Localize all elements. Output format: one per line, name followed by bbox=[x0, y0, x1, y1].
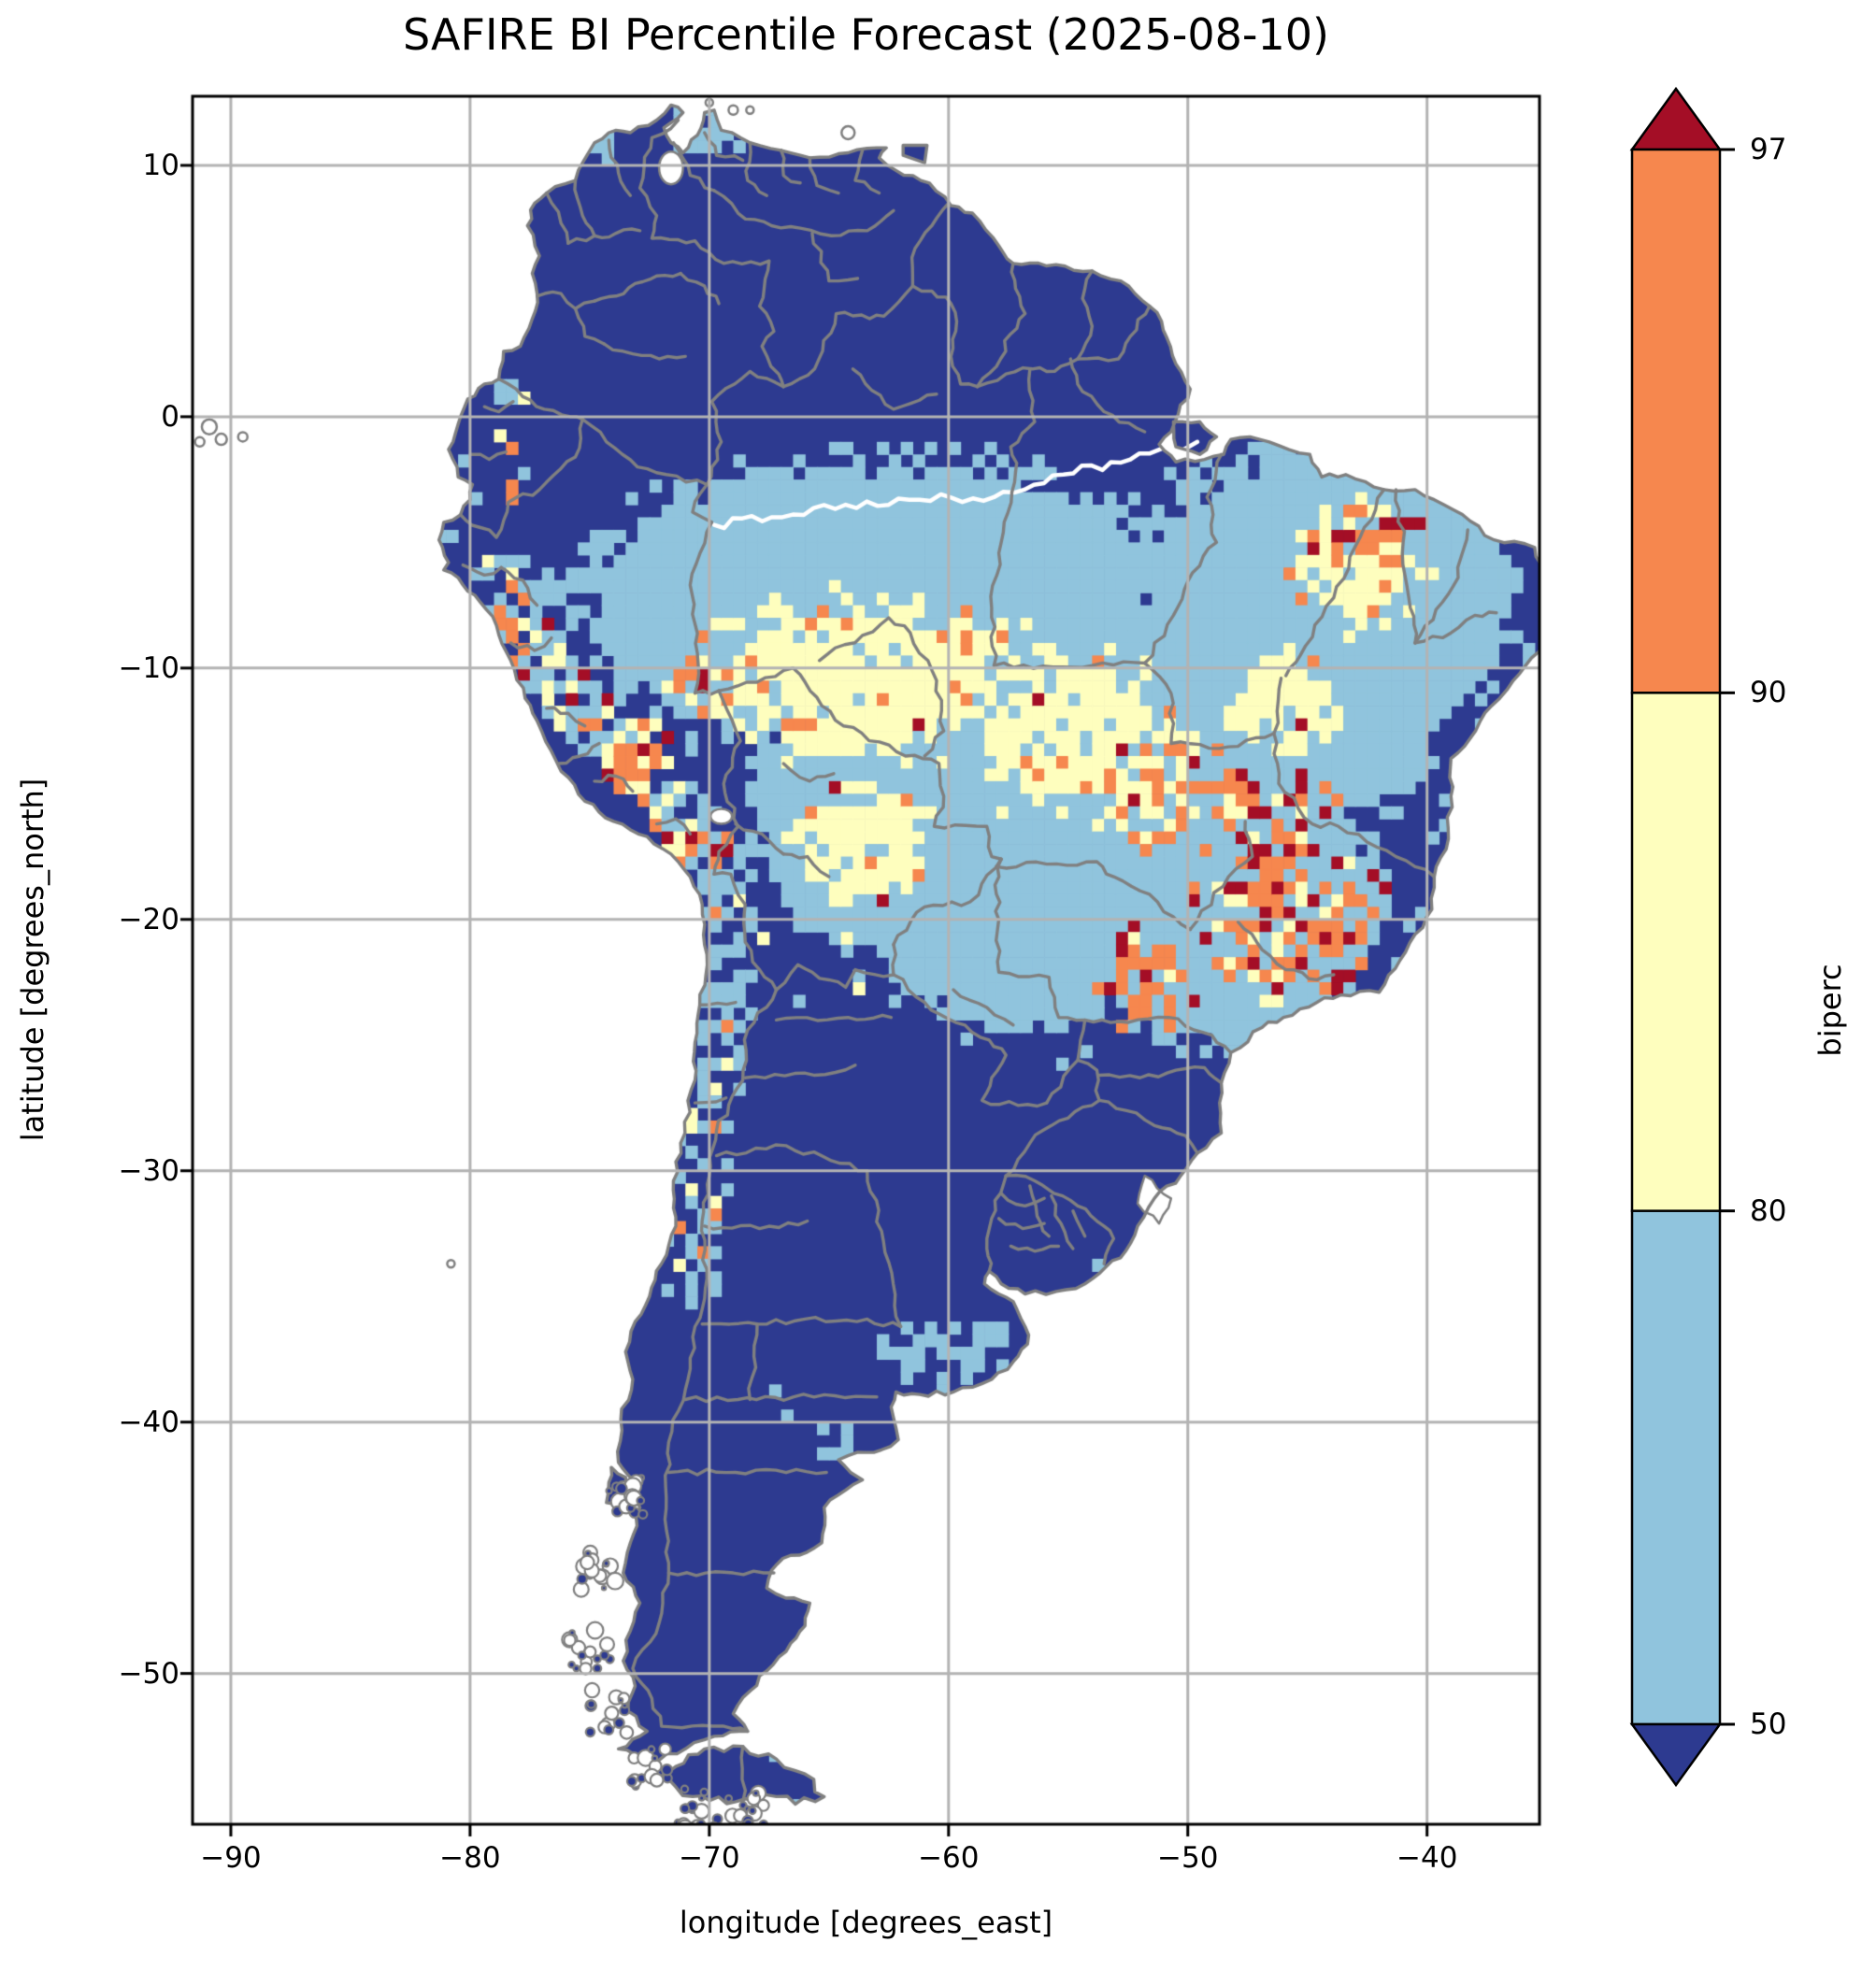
plot-title: SAFIRE BI Percentile Forecast (2025-08-1… bbox=[403, 9, 1329, 60]
colorbar-tick-label: 50 bbox=[1750, 1707, 1787, 1741]
y-tick-label: −30 bbox=[118, 1153, 179, 1188]
colorbar-under-arrow bbox=[1629, 1722, 1723, 1788]
colorbar-label: biperc bbox=[1812, 964, 1848, 1057]
colorbar-gradient bbox=[1629, 86, 1735, 1788]
colorbar-tick-label: 97 bbox=[1750, 133, 1787, 166]
colorbar-over-arrow bbox=[1629, 86, 1723, 151]
colorbar-tick-label: 90 bbox=[1750, 676, 1787, 710]
y-tick-label: 0 bbox=[161, 399, 179, 434]
x-axis-label: longitude [degrees_east] bbox=[679, 1905, 1053, 1940]
colorbar-segment bbox=[1630, 148, 1722, 694]
x-tick-label: −70 bbox=[679, 1841, 740, 1875]
x-tick-label: −80 bbox=[439, 1841, 501, 1875]
y-tick-label: 10 bbox=[142, 148, 179, 182]
colorbar-tick-label: 80 bbox=[1750, 1193, 1787, 1228]
y-axis-label: latitude [degrees_north] bbox=[15, 778, 50, 1142]
x-tick-label: −50 bbox=[1157, 1841, 1219, 1875]
colorbar-segment bbox=[1630, 692, 1722, 1212]
colorbar-segment bbox=[1630, 1209, 1722, 1726]
x-tick-label: −40 bbox=[1396, 1841, 1458, 1875]
x-tick-label: −90 bbox=[200, 1841, 262, 1875]
y-tick-label: −40 bbox=[118, 1405, 179, 1439]
y-tick-label: −20 bbox=[118, 902, 179, 936]
y-tick-label: −50 bbox=[118, 1656, 179, 1691]
y-tick-label: −10 bbox=[118, 650, 179, 685]
x-tick-label: −60 bbox=[918, 1841, 980, 1875]
